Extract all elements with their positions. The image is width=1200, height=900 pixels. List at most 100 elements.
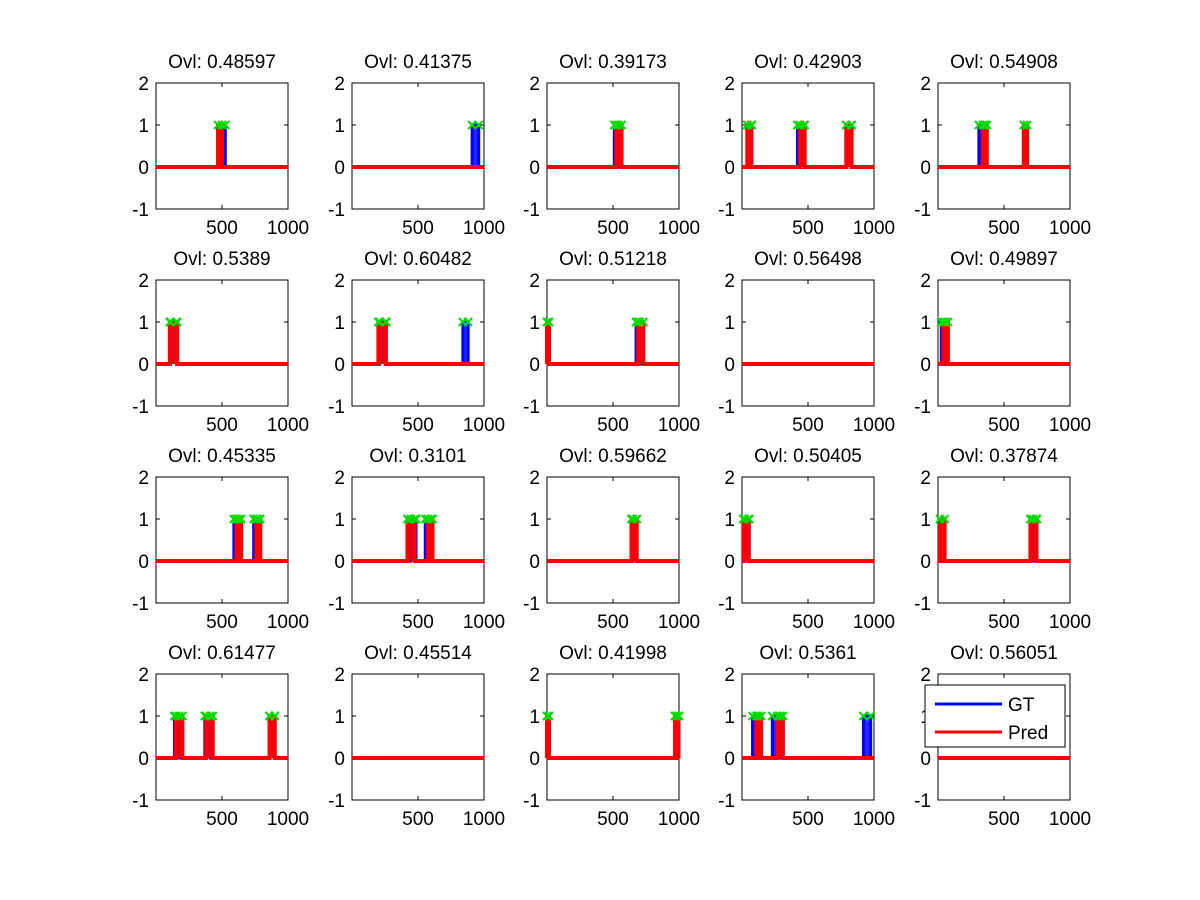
pulse-pred xyxy=(1030,519,1037,561)
y-tick-label: -1 xyxy=(328,791,345,812)
legend: GT Pred xyxy=(924,684,1066,748)
peak-marker xyxy=(172,317,182,327)
y-tick-label: 2 xyxy=(529,665,540,686)
pulse-pred xyxy=(547,716,549,758)
y-tick-label: -1 xyxy=(718,200,735,221)
pulse-pred xyxy=(206,716,213,758)
x-tick-label: 500 xyxy=(597,809,629,830)
plot-area xyxy=(546,279,680,407)
pulse-pred xyxy=(269,716,275,758)
subplot-title: Ovl: 0.3101 xyxy=(369,446,466,467)
y-tick-label: 0 xyxy=(138,158,149,179)
subplot-title: Ovl: 0.51218 xyxy=(559,249,667,270)
pulse-pred xyxy=(1023,125,1028,167)
pulse-pred xyxy=(756,716,762,758)
x-tick-label: 500 xyxy=(597,415,629,436)
pulse-pred xyxy=(943,322,948,364)
pulse-pred xyxy=(547,322,549,364)
subplot-19: Ovl: 0.5361 -1 0 1 2 500 1000 xyxy=(718,643,895,830)
y-tick-label: 1 xyxy=(138,116,149,137)
y-tick-label: -1 xyxy=(914,200,931,221)
plot-area xyxy=(351,673,485,801)
y-tick-label: 1 xyxy=(920,510,931,531)
x-tick-label: 500 xyxy=(402,218,434,239)
plot-area xyxy=(937,82,1071,210)
x-tick-label: 1000 xyxy=(267,612,309,633)
pulse-pred xyxy=(747,125,752,167)
pulse-pred xyxy=(675,716,679,758)
y-tick-label: 2 xyxy=(138,468,149,489)
subplot-title: Ovl: 0.48597 xyxy=(168,52,276,73)
peak-marker xyxy=(208,711,218,721)
subplot-5: Ovl: 0.54908 -1 0 1 2 500 1000 xyxy=(914,52,1091,239)
x-tick-label: 500 xyxy=(792,809,824,830)
peak-marker xyxy=(542,711,552,721)
y-tick-label: 2 xyxy=(138,271,149,292)
peak-marker xyxy=(544,317,554,327)
y-tick-label: 0 xyxy=(334,355,345,376)
pulse-gt xyxy=(462,322,469,364)
y-tick-label: 0 xyxy=(724,355,735,376)
peak-marker xyxy=(982,120,992,130)
x-tick-label: 500 xyxy=(402,612,434,633)
peak-marker xyxy=(1019,120,1029,130)
y-tick-label: 1 xyxy=(334,707,345,728)
peak-marker xyxy=(233,514,244,524)
x-tick-label: 500 xyxy=(792,415,824,436)
subplot-17: Ovl: 0.45514 -1 0 1 2 500 1000 xyxy=(328,643,505,830)
y-tick-label: 2 xyxy=(334,665,345,686)
x-tick-label: 1000 xyxy=(463,809,505,830)
x-tick-label: 1000 xyxy=(1049,415,1091,436)
subplot-7: Ovl: 0.60482 -1 0 1 2 500 1000 xyxy=(328,249,505,436)
y-tick-label: 2 xyxy=(138,74,149,95)
y-tick-label: 0 xyxy=(920,552,931,573)
y-tick-label: -1 xyxy=(523,791,540,812)
legend-label-pred: Pred xyxy=(1008,723,1048,744)
peak-marker xyxy=(380,317,391,327)
y-tick-label: 0 xyxy=(920,158,931,179)
y-tick-label: 0 xyxy=(334,552,345,573)
y-tick-label: 2 xyxy=(920,74,931,95)
y-tick-label: 1 xyxy=(138,510,149,531)
subplot-16: Ovl: 0.61477 -1 0 1 2 500 1000 xyxy=(132,643,309,830)
pulse-pred xyxy=(616,125,622,167)
peak-marker xyxy=(756,711,766,721)
plot-area xyxy=(155,476,289,604)
pulse-pred xyxy=(236,519,242,561)
subplot-8: Ovl: 0.51218 -1 0 1 2 500 1000 xyxy=(523,249,700,436)
subplot-14: Ovl: 0.50405 -1 0 1 2 500 1000 xyxy=(718,446,895,633)
y-tick-label: 0 xyxy=(334,158,345,179)
peak-marker xyxy=(177,711,188,721)
plot-area xyxy=(546,673,680,801)
peak-marker xyxy=(943,317,953,327)
peak-marker xyxy=(217,120,227,130)
peak-marker xyxy=(858,711,869,721)
x-tick-label: 1000 xyxy=(267,415,309,436)
pulse-pred xyxy=(169,322,178,364)
y-tick-label: 0 xyxy=(334,749,345,770)
pulse-gt xyxy=(863,716,871,758)
pulse-pred xyxy=(982,125,987,167)
peak-marker xyxy=(542,317,552,327)
subplot-title: Ovl: 0.49897 xyxy=(950,249,1058,270)
y-tick-label: 1 xyxy=(724,116,735,137)
subplot-title: Ovl: 0.42903 xyxy=(754,52,862,73)
peak-marker xyxy=(670,711,680,721)
peak-marker xyxy=(463,317,473,327)
x-tick-label: 500 xyxy=(988,218,1020,239)
x-tick-label: 1000 xyxy=(463,415,505,436)
x-tick-label: 1000 xyxy=(267,809,309,830)
y-tick-label: 0 xyxy=(724,552,735,573)
y-tick-label: 0 xyxy=(138,552,149,573)
pulse-pred xyxy=(256,519,261,561)
plot-area xyxy=(741,476,875,604)
pulse-pred xyxy=(631,519,637,561)
peak-marker xyxy=(165,317,175,327)
y-tick-label: 1 xyxy=(724,707,735,728)
y-tick-label: 1 xyxy=(920,313,931,334)
y-tick-label: -1 xyxy=(718,791,735,812)
peak-marker xyxy=(799,120,810,130)
y-tick-label: 1 xyxy=(138,313,149,334)
x-tick-label: 500 xyxy=(792,218,824,239)
x-tick-label: 500 xyxy=(988,415,1020,436)
